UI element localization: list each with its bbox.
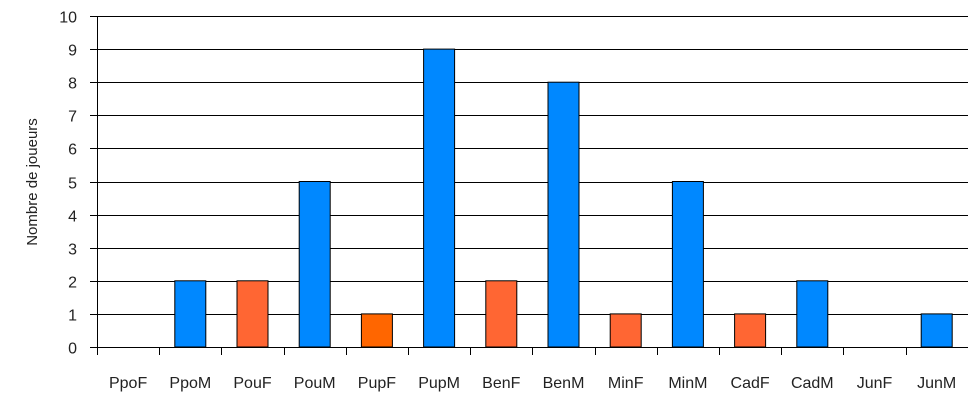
grid-lines bbox=[90, 16, 968, 355]
x-tick-label-PupF: PupF bbox=[358, 375, 396, 392]
bar-PouM bbox=[298, 181, 331, 348]
y-tick-label-4: 4 bbox=[68, 209, 77, 226]
y-axis-label: Nombre de joueurs bbox=[24, 118, 41, 246]
y-tick-labels: 0 1 2 3 4 5 6 7 8 9 10 bbox=[59, 10, 77, 358]
bar-MinF bbox=[609, 313, 642, 348]
bar-CadF bbox=[734, 313, 767, 348]
y-tick-label-2: 2 bbox=[68, 275, 77, 292]
y-tick-label-9: 9 bbox=[68, 43, 77, 60]
y-tick-label-7: 7 bbox=[68, 109, 77, 126]
x-tick-label-BenM: BenM bbox=[543, 375, 585, 392]
x-tick-labels: PpoF PpoM PouF PouM PupF PupM BenF BenM MinF MinM… bbox=[109, 375, 956, 392]
y-tick-label-8: 8 bbox=[68, 76, 77, 93]
x-tick-label-CadF: CadF bbox=[731, 375, 770, 392]
bar-JunM bbox=[920, 313, 953, 348]
bar-CadM bbox=[796, 280, 829, 348]
y-tick-label-3: 3 bbox=[68, 242, 77, 259]
y-tick-label-6: 6 bbox=[68, 142, 77, 159]
x-tick-label-BenF: BenF bbox=[482, 375, 520, 392]
bar-PupM bbox=[423, 48, 456, 348]
x-tick-label-PpoF: PpoF bbox=[109, 375, 147, 392]
bar-BenF bbox=[485, 280, 518, 348]
y-tick-label-5: 5 bbox=[68, 176, 77, 193]
y-tick-label-1: 1 bbox=[68, 308, 77, 325]
bar-PupF bbox=[360, 313, 393, 348]
y-tick-label-0: 0 bbox=[68, 341, 77, 358]
x-tick-label-MinM: MinM bbox=[668, 375, 707, 392]
x-tick-label-CadM: CadM bbox=[791, 375, 834, 392]
x-tick-label-MinF: MinF bbox=[608, 375, 644, 392]
x-tick-label-PpoM: PpoM bbox=[169, 375, 211, 392]
x-tick-label-PouM: PouM bbox=[294, 375, 336, 392]
x-tick-label-PupM: PupM bbox=[418, 375, 460, 392]
x-tick-label-JunF: JunF bbox=[857, 375, 893, 392]
bar-PpoM bbox=[174, 280, 207, 348]
bar-BenM bbox=[547, 81, 580, 348]
x-tick-label-JunM: JunM bbox=[917, 375, 956, 392]
bars bbox=[174, 48, 953, 348]
bar-PouF bbox=[236, 280, 269, 348]
bar-MinM bbox=[671, 181, 704, 348]
y-tick-label-10: 10 bbox=[59, 10, 77, 27]
x-tick-label-PouF: PouF bbox=[233, 375, 271, 392]
